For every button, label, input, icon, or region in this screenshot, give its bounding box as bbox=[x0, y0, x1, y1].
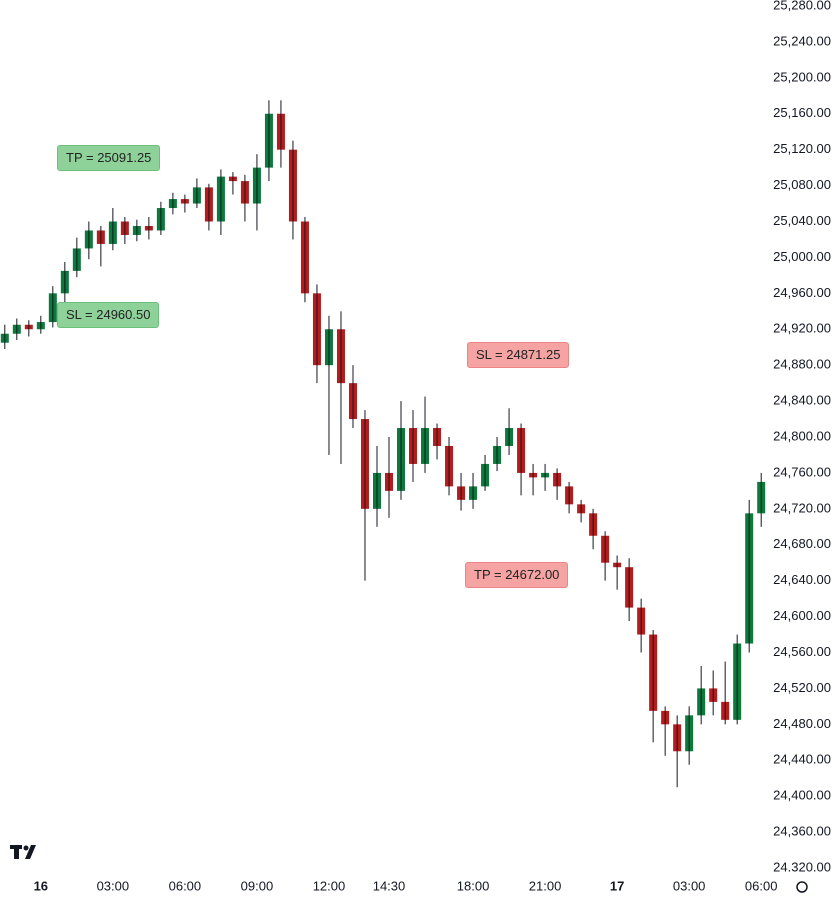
y-tick-label: 25,040.00 bbox=[773, 213, 831, 228]
logo bbox=[10, 845, 36, 859]
x-tick-label: 03:00 bbox=[673, 878, 706, 893]
x-tick-label: 14:30 bbox=[373, 878, 406, 893]
y-tick-label: 24,400.00 bbox=[773, 788, 831, 803]
y-tick-label: 25,160.00 bbox=[773, 105, 831, 120]
y-tick-label: 24,480.00 bbox=[773, 716, 831, 731]
y-tick-label: 24,560.00 bbox=[773, 644, 831, 659]
settings-icon[interactable] bbox=[796, 881, 808, 893]
y-tick-label: 25,120.00 bbox=[773, 141, 831, 156]
y-tick-label: 24,680.00 bbox=[773, 536, 831, 551]
y-tick-label: 24,520.00 bbox=[773, 680, 831, 695]
y-tick-label: 24,440.00 bbox=[773, 752, 831, 767]
y-tick-label: 24,360.00 bbox=[773, 824, 831, 839]
x-tick-label: 09:00 bbox=[241, 878, 274, 893]
y-tick-label: 25,200.00 bbox=[773, 69, 831, 84]
x-tick-label: 16 bbox=[34, 878, 48, 893]
x-tick-label: 17 bbox=[610, 878, 624, 893]
x-tick-label: 12:00 bbox=[313, 878, 346, 893]
annotation: SL = 24871.25 bbox=[467, 342, 570, 368]
x-tick-label: 06:00 bbox=[169, 878, 202, 893]
y-tick-label: 24,880.00 bbox=[773, 357, 831, 372]
y-tick-label: 25,240.00 bbox=[773, 33, 831, 48]
y-tick-label: 24,640.00 bbox=[773, 572, 831, 587]
annotation: TP = 24672.00 bbox=[465, 562, 569, 588]
y-tick-label: 25,000.00 bbox=[773, 249, 831, 264]
y-tick-label: 24,600.00 bbox=[773, 608, 831, 623]
y-tick-label: 24,840.00 bbox=[773, 393, 831, 408]
x-tick-label: 18:00 bbox=[457, 878, 490, 893]
y-tick-label: 25,280.00 bbox=[773, 0, 831, 12]
x-tick-label: 03:00 bbox=[97, 878, 130, 893]
x-tick-label: 06:00 bbox=[745, 878, 778, 893]
annotation: SL = 24960.50 bbox=[57, 302, 160, 328]
y-tick-label: 24,760.00 bbox=[773, 464, 831, 479]
annotation: TP = 25091.25 bbox=[57, 145, 161, 171]
y-tick-label: 24,920.00 bbox=[773, 321, 831, 336]
x-tick-label: 21:00 bbox=[529, 878, 562, 893]
y-tick-label: 24.320.00 bbox=[773, 859, 831, 874]
y-tick-label: 24,800.00 bbox=[773, 428, 831, 443]
y-tick-label: 24,960.00 bbox=[773, 285, 831, 300]
y-tick-label: 25,080.00 bbox=[773, 177, 831, 192]
y-tick-label: 24,720.00 bbox=[773, 500, 831, 515]
